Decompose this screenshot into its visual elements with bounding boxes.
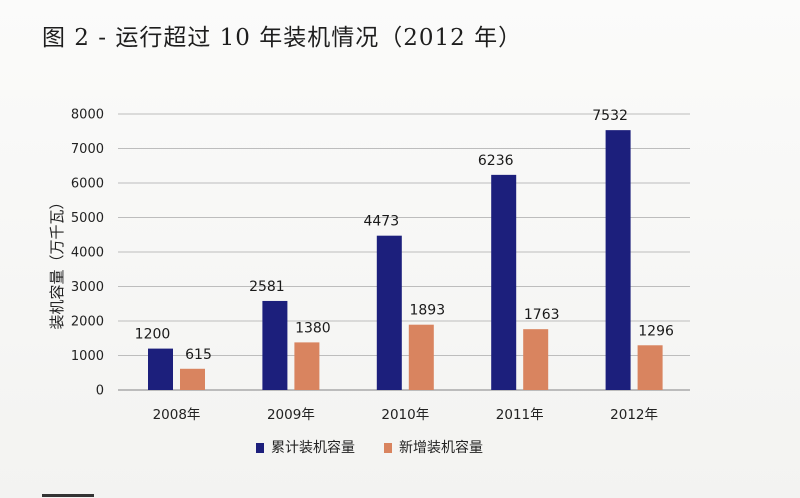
gridlines	[118, 113, 690, 356]
data-label: 1296	[638, 323, 674, 339]
y-tick-label: 5000	[71, 211, 104, 226]
x-tick-label: 2009年	[267, 407, 315, 423]
data-label: 1200	[135, 327, 171, 343]
data-label: 1380	[295, 320, 331, 336]
y-tick-label: 4000	[71, 246, 104, 261]
y-tick-label: 0	[96, 384, 104, 399]
x-tick-label: 2011年	[496, 407, 544, 423]
bar-cumulative	[148, 348, 173, 390]
bar-new	[294, 342, 320, 390]
bar-cumulative	[491, 174, 517, 390]
y-tick-label: 2000	[71, 315, 104, 330]
y-tick-label: 3000	[71, 280, 104, 295]
bars	[148, 130, 663, 390]
bar-cumulative	[605, 130, 631, 390]
x-tick-label: 2010年	[381, 407, 429, 423]
bar-new	[637, 345, 663, 390]
legend-label: 新增装机容量	[399, 439, 483, 456]
x-tick-label: 2008年	[153, 407, 201, 423]
bar-new	[180, 368, 205, 390]
data-label: 1763	[524, 307, 560, 323]
x-tick-label: 2012年	[610, 407, 658, 423]
y-axis-title: 装机容量（万千瓦）	[48, 194, 66, 329]
data-label: 6236	[478, 153, 514, 169]
figure-title: 图 2 - 运行超过 10 年装机情况（2012 年）	[42, 25, 523, 51]
y-tick-label: 7000	[71, 142, 104, 157]
page-rule	[42, 494, 94, 497]
data-label: 615	[185, 347, 212, 363]
legend-label: 累计装机容量	[271, 439, 355, 456]
y-tick-label: 8000	[71, 108, 104, 123]
bar-new	[408, 324, 434, 390]
data-label: 1893	[409, 303, 445, 319]
legend-swatch	[256, 443, 264, 453]
data-labels: 1200 615 2581 1380 4473 1893 6236 1763 7532 1296	[135, 108, 674, 363]
bar-cumulative	[376, 235, 402, 390]
data-label: 2581	[249, 279, 285, 295]
legend: 累计装机容量 新增装机容量	[256, 439, 483, 456]
legend-swatch	[384, 443, 392, 453]
bar-cumulative	[262, 300, 288, 390]
axes: 0 1000 2000 3000 4000 5000 6000 7000 8000 装机容量（万千…	[48, 108, 690, 423]
bar-new	[523, 329, 549, 390]
y-tick-label: 6000	[71, 177, 104, 192]
data-label: 4473	[363, 214, 399, 230]
data-label: 7532	[592, 108, 628, 124]
y-tick-label: 1000	[71, 349, 104, 364]
